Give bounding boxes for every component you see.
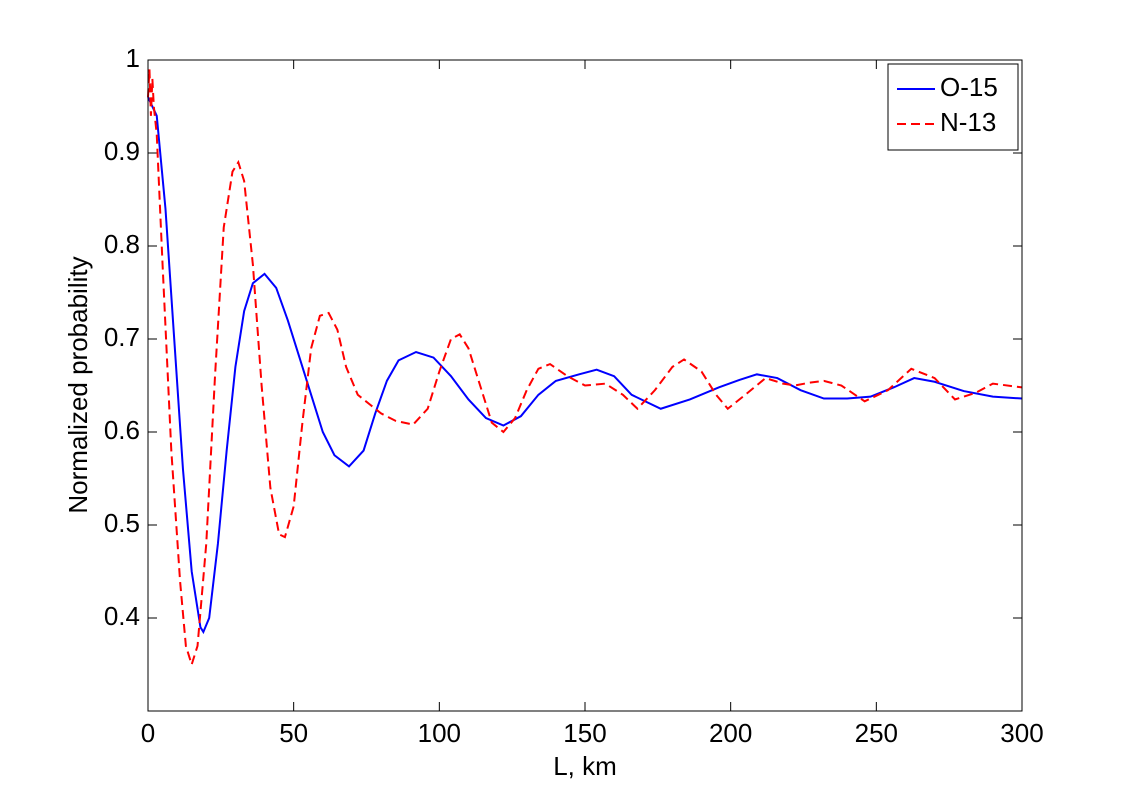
x-tick-label: 0 (141, 718, 155, 748)
x-tick-label: 150 (563, 718, 606, 748)
x-tick-label: 250 (855, 718, 898, 748)
x-tick-label: 300 (1000, 718, 1043, 748)
data-line (147, 69, 1023, 668)
legend-label: N-13 (940, 107, 996, 137)
y-tick-label: 0.8 (104, 229, 140, 259)
y-tick-label: 0.4 (104, 601, 140, 631)
y-tick-label: 0.7 (104, 322, 140, 352)
x-tick-label: 50 (279, 718, 308, 748)
legend-label: O-15 (940, 72, 998, 102)
legend-box (887, 63, 1019, 151)
y-tick-label: 0.9 (104, 136, 140, 166)
data-line (147, 96, 1023, 635)
y-tick-label: 0.6 (104, 415, 140, 445)
x-tick-label: 100 (418, 718, 461, 748)
plot-frame (147, 59, 1023, 712)
y-axis-label: Normalized probability (63, 256, 93, 513)
x-tick-label: 200 (709, 718, 752, 748)
x-axis-label: L, km (553, 751, 617, 781)
y-tick-label: 1 (126, 43, 140, 73)
y-tick-label: 0.5 (104, 508, 140, 538)
